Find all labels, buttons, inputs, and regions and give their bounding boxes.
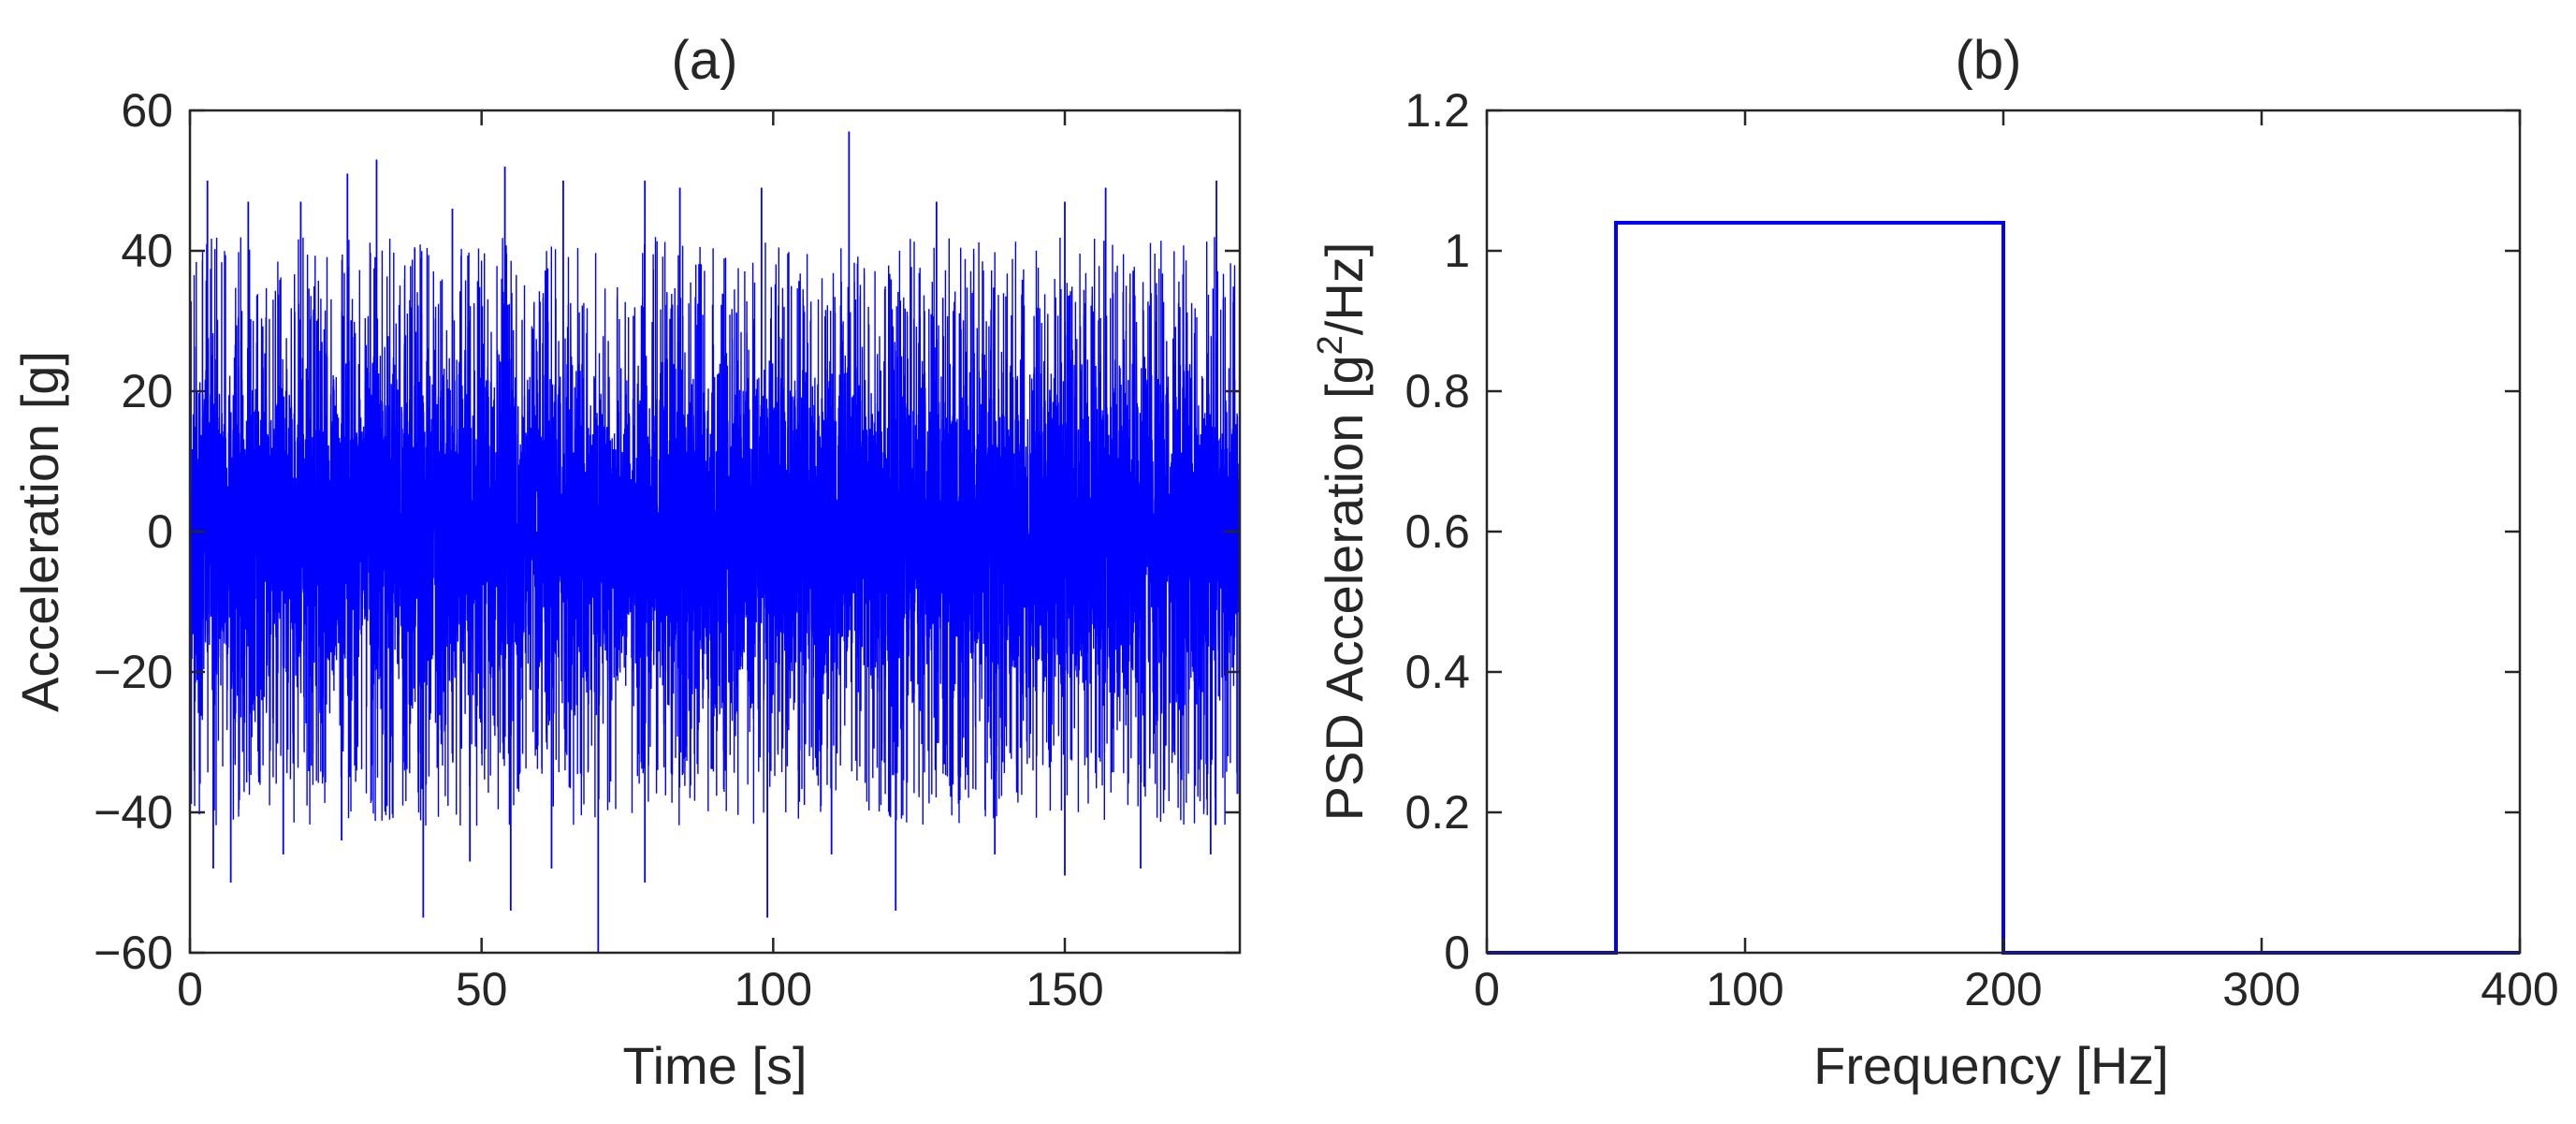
panel-b-ylabel: PSD Acceleration [g2/Hz] (1311, 242, 1374, 822)
panel-a-ytick-label: −40 (94, 786, 173, 839)
panel-a-ticks: 0 50 100 150 −60 −40 −20 0 20 40 60 (94, 84, 1240, 1015)
panel-b-xlabel: Frequency [Hz] (1813, 1036, 2169, 1095)
panel-b-ytick-label: 1 (1444, 225, 1470, 277)
panel-a-xlabel: Time [s] (622, 1036, 807, 1095)
panel-b-xtick-label: 0 (1474, 963, 1500, 1015)
panel-b-xtick-label: 300 (2222, 963, 2300, 1015)
panel-a-xtick-label: 150 (1026, 963, 1103, 1015)
panel-b: (b) 0 100 200 300 400 0 0.2 0.4 0.6 0.8 1 1.2 Frequ… (1311, 30, 2559, 1095)
panel-b-ytick-label: 0.6 (1404, 505, 1470, 558)
panel-b-ylabel-prefix: PSD Acceleration [g (1315, 355, 1374, 821)
panel-b-ticks: 0 100 200 300 400 0 0.2 0.4 0.6 0.8 1 1.2 (1404, 84, 2558, 1015)
panel-b-xtick-label: 400 (2481, 963, 2558, 1015)
panel-a-title: (a) (672, 30, 738, 91)
panel-b-title: (b) (1956, 30, 2022, 91)
panel-a-ytick-label: 20 (121, 365, 173, 417)
panel-a-ytick-label: −60 (94, 927, 173, 979)
panel-a: (a) 0 50 100 150 −60 −40 −20 0 20 40 60 Time [s] A… (10, 30, 1242, 1095)
panel-a-xtick-label: 0 (177, 963, 203, 1015)
panel-a-signal (189, 131, 1241, 953)
panel-a-signal-envelope (190, 237, 1240, 826)
panel-a-ytick-label: 0 (147, 505, 173, 558)
panel-b-ytick-label: 0.2 (1404, 786, 1470, 839)
panel-b-xtick-label: 100 (1706, 963, 1783, 1015)
panel-a-ytick-label: −20 (94, 646, 173, 698)
panel-a-ylabel: Acceleration [g] (10, 351, 69, 712)
panel-b-ytick-label: 0 (1444, 927, 1470, 979)
panel-b-ylabel-sup: 2 (1311, 335, 1350, 355)
panel-b-ytick-label: 0.8 (1404, 365, 1470, 417)
panel-a-xtick-label: 50 (456, 963, 508, 1015)
panel-a-xtick-label: 100 (735, 963, 812, 1015)
panel-b-xtick-label: 200 (1964, 963, 2042, 1015)
panel-b-ytick-label: 1.2 (1404, 84, 1470, 137)
panel-a-ytick-label: 40 (121, 225, 173, 277)
panel-b-ytick-label: 0.4 (1404, 646, 1470, 698)
panel-a-ytick-label: 60 (121, 84, 173, 137)
panel-b-ylabel-suffix: /Hz] (1315, 242, 1374, 336)
